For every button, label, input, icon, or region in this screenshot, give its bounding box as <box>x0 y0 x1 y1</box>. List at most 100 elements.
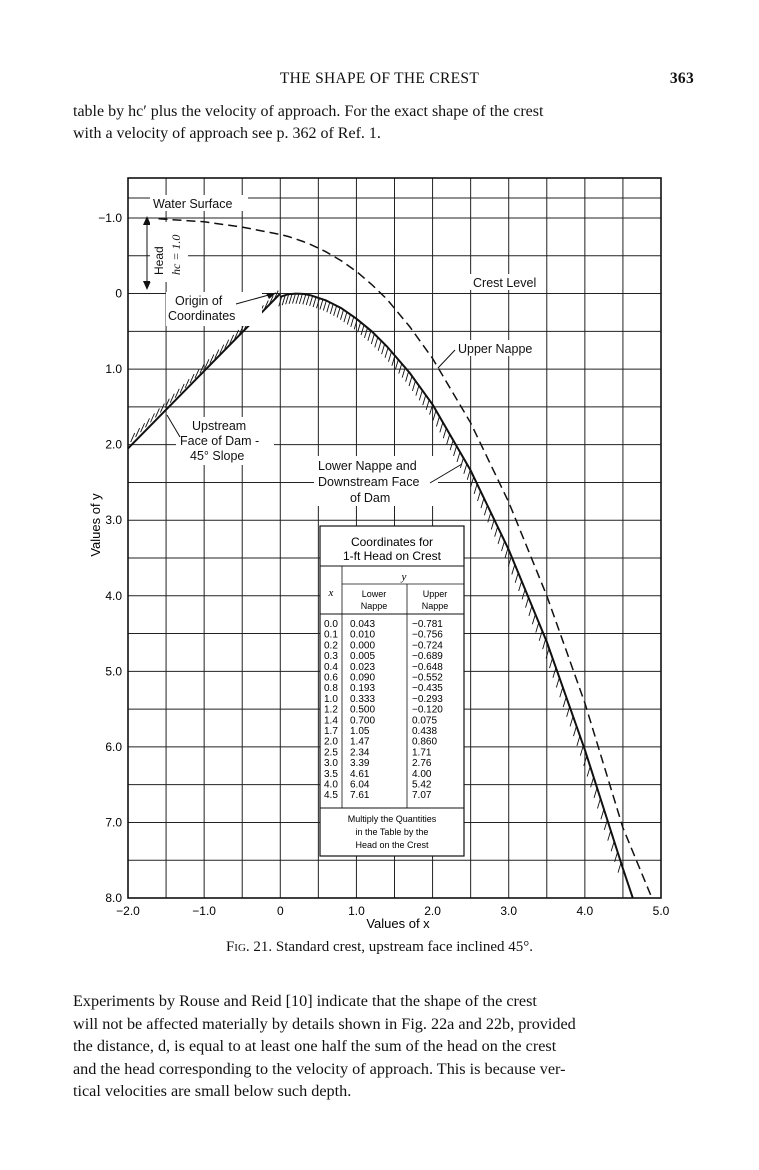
table-col-y: y <box>401 571 407 583</box>
table-cell-lower: 7.61 <box>350 790 370 801</box>
hatch-mark <box>316 298 320 309</box>
hatch-mark <box>336 307 341 318</box>
hatch-mark <box>239 324 244 335</box>
hatch-mark <box>384 347 389 358</box>
coordinates-table: Coordinates for 1-ft Head on Crest x y L… <box>319 525 465 857</box>
hatch-mark <box>159 403 165 413</box>
hatch-mark <box>319 299 324 310</box>
hatch-mark <box>576 735 581 746</box>
y-tick-label: 1.0 <box>105 362 122 376</box>
table-cell-upper: 1.71 <box>412 747 432 758</box>
label-head: Head <box>152 246 166 275</box>
table-cell-upper: −0.781 <box>412 619 443 630</box>
tick-labels: −2.0 −1.0 0 1.0 2.0 3.0 4.0 5.0 −1.0 0 1.0 2.0 3.0 4.… <box>98 211 669 918</box>
hatch-mark <box>295 293 300 304</box>
hatch-mark <box>333 305 338 316</box>
hatch-mark <box>501 540 505 552</box>
x-tick-label: 3.0 <box>500 904 517 918</box>
hatch-mark <box>340 309 344 320</box>
y-tick-label: 2.0 <box>105 438 122 452</box>
label-upstream-3: 45° Slope <box>190 449 244 463</box>
hatch-mark <box>298 293 303 305</box>
table-cell-lower: 0.700 <box>350 715 375 726</box>
y-tick-label: 7.0 <box>105 815 122 829</box>
hatch-mark <box>408 375 413 387</box>
hatch-mark <box>535 622 540 633</box>
hatch-mark <box>470 476 475 487</box>
hatch-mark <box>394 359 399 370</box>
hatch-mark <box>453 445 457 457</box>
hatch-mark <box>607 830 612 841</box>
hatch-mark <box>140 423 145 433</box>
table-cell-lower: 0.000 <box>350 640 375 651</box>
hatch-mark <box>285 294 290 305</box>
table-cell-lower: 0.023 <box>350 662 375 673</box>
hatch-mark <box>449 439 454 451</box>
hatch-mark <box>199 364 205 374</box>
hatch-mark <box>542 638 547 650</box>
hatch-mark <box>473 483 478 494</box>
hatch-mark <box>521 589 526 600</box>
hatch-mark <box>432 410 437 421</box>
body-line: will not be affected materially by detai… <box>73 1014 576 1033</box>
table-cell-x: 2.5 <box>324 747 338 758</box>
y-axis-label: Values of y <box>88 493 103 557</box>
hatch-mark <box>497 533 502 544</box>
table-cell-upper: −0.724 <box>412 640 443 651</box>
y-tick-label: 3.0 <box>105 513 122 527</box>
hatch-mark <box>456 451 461 463</box>
table-cell-upper: 0.860 <box>412 737 437 748</box>
table-cell-x: 1.7 <box>324 726 338 737</box>
hatch-mark <box>377 340 382 351</box>
table-cell-x: 4.5 <box>324 790 338 801</box>
hatch-mark <box>164 398 170 408</box>
table-cell-x: 0.3 <box>324 651 338 662</box>
label-crest-level: Crest Level <box>473 276 536 290</box>
x-tick-label: 1.0 <box>348 904 365 918</box>
table-cell-x: 1.0 <box>324 694 338 705</box>
table-cell-upper: −0.648 <box>412 662 443 673</box>
hatch-mark <box>145 418 150 428</box>
hatch-mark <box>278 296 283 307</box>
hatch-mark <box>353 319 358 330</box>
table-cell-upper: 5.42 <box>412 780 432 791</box>
hatch-mark <box>350 316 355 327</box>
hatch-mark <box>435 416 440 427</box>
hatch-mark <box>518 580 523 592</box>
table-cell-upper: −0.293 <box>412 694 443 705</box>
hatch-mark <box>374 337 379 348</box>
hatch-mark <box>429 404 434 415</box>
table-cell-x: 3.0 <box>324 758 338 769</box>
table-cell-upper: −0.689 <box>412 651 443 662</box>
figure-caption: Fig. 21. Standard crest, upstream face i… <box>0 939 759 956</box>
hatch-mark <box>179 383 185 394</box>
hatch-mark <box>507 556 512 567</box>
table-cell-upper: −0.552 <box>412 673 443 684</box>
hatch-mark <box>305 294 310 306</box>
hatch-mark <box>364 327 368 338</box>
hatch-mark <box>388 351 392 362</box>
table-cell-x: 0.8 <box>324 683 338 694</box>
body-line: Experiments by Rouse and Reid [10] indic… <box>73 992 537 1010</box>
hatch-mark <box>309 295 314 307</box>
table-cell-x: 1.4 <box>324 715 338 726</box>
x-tick-label: 4.0 <box>577 904 594 918</box>
x-tick-label: 2.0 <box>424 904 441 918</box>
hatch-mark <box>360 324 365 336</box>
body-paragraph: Experiments by Rouse and Reid [10] indic… <box>73 990 689 1103</box>
hatch-mark <box>487 512 492 523</box>
hatch-mark <box>600 809 605 820</box>
label-upper-nappe: Upper Nappe <box>458 342 532 356</box>
body-line: tical velocities are small below such de… <box>73 1082 352 1100</box>
hatch-mark <box>614 851 619 863</box>
x-tick-label: 0 <box>277 904 284 918</box>
hatch-mark <box>214 349 220 359</box>
label-lower-3: of Dam <box>350 491 390 505</box>
hatch-mark <box>367 330 372 341</box>
table-col-x: x <box>328 587 334 599</box>
hatch-mark <box>579 745 584 756</box>
hatch-mark <box>610 841 615 852</box>
hatch-mark <box>322 300 327 311</box>
hatch-mark <box>268 295 274 305</box>
label-water-surface: Water Surface <box>153 197 232 211</box>
